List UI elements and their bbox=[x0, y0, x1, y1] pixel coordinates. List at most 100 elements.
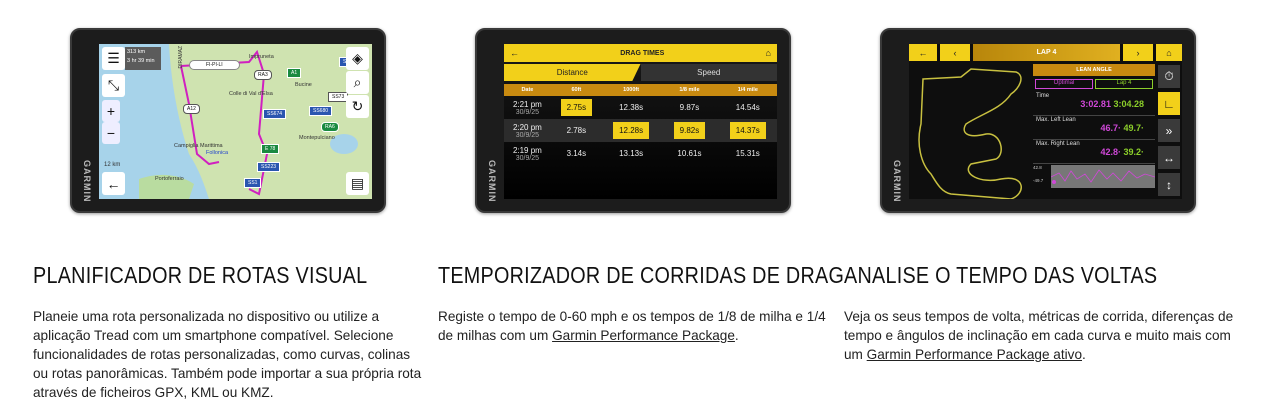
save-button[interactable]: ▤ bbox=[346, 172, 369, 195]
stopwatch-icon[interactable]: ⏱ bbox=[1158, 65, 1180, 88]
compare-selectors: Optimal Lap 4 bbox=[1035, 79, 1153, 89]
lean-graph: 42.8 -49.7 bbox=[1033, 165, 1155, 188]
column-header[interactable]: 1/4 mile bbox=[737, 87, 758, 93]
road-shield: SS680 bbox=[309, 106, 333, 116]
column-header[interactable]: 1000ft bbox=[623, 87, 640, 93]
feature-title: ANALISE O TEMPO DAS VOLTAS bbox=[844, 262, 1158, 288]
speed-chevrons-icon[interactable]: » bbox=[1158, 119, 1180, 142]
lap-timer-device: GARMIN ← ‹ LAP 4 › ⌂ LEAN ANGLE Optimal … bbox=[880, 28, 1196, 213]
title-bar: ← DRAG TIMES ⌂ bbox=[504, 44, 777, 62]
place-label: Colle di Val d'Elsa bbox=[229, 91, 273, 97]
route-duration: 3 hr 39 min bbox=[127, 58, 155, 64]
metric-row: Time 3:02.81 3:04.28 bbox=[1033, 92, 1155, 116]
feature-description: Planeie uma rota personalizada no dispos… bbox=[33, 309, 422, 400]
column-header[interactable]: 1/8 mile bbox=[679, 87, 700, 93]
description-text: . bbox=[734, 328, 739, 343]
lap-nav-bar: ← ‹ LAP 4 › ⌂ bbox=[909, 44, 1182, 61]
time-cell: 15.31s bbox=[735, 149, 760, 158]
garmin-logo: GARMIN bbox=[892, 160, 902, 203]
metric-value-a: 42.8· bbox=[1100, 147, 1121, 157]
feature-route-planner: PLANIFICADOR DE ROTAS VISUAL Planeie uma… bbox=[33, 262, 428, 402]
metric-label: Time bbox=[1036, 93, 1050, 99]
graph-max: 42.8 bbox=[1033, 165, 1042, 170]
metric-value-b: 49.7· bbox=[1123, 123, 1144, 133]
lean-angle-panel: LEAN ANGLE Optimal Lap 4 Time 3:02.81 3:0… bbox=[1033, 64, 1155, 198]
road-shield: SS223 bbox=[257, 162, 281, 172]
layers-button[interactable]: ◈ bbox=[346, 47, 369, 70]
road-shield: SS1 bbox=[244, 178, 262, 188]
metric-row: Max. Right Lean 42.8· 39.2· bbox=[1033, 140, 1155, 164]
compare-b-select[interactable]: Lap 4 bbox=[1095, 79, 1153, 89]
track-map bbox=[918, 68, 1022, 199]
route-summary: 313 km 3 hr 39 min bbox=[125, 47, 161, 70]
road-shield: RA6 bbox=[321, 122, 339, 132]
route-planner-device: GARMIN DIRAMAZ SS73 SS ☰ 313 km3 hr 39 m… bbox=[70, 28, 386, 213]
place-label: Follonica bbox=[206, 150, 229, 156]
feature-lap-timer: ANALISE O TEMPO DAS VOLTAS Veja os seus … bbox=[844, 262, 1239, 364]
back-button[interactable]: ← bbox=[102, 172, 125, 195]
horizontal-arrows-icon[interactable]: ↔ bbox=[1158, 146, 1180, 169]
road-shield: SS674 bbox=[263, 109, 287, 119]
screen-title: DRAG TIMES bbox=[620, 49, 665, 57]
road-shield: FI-PI-LI bbox=[189, 60, 240, 70]
drag-screen: ← DRAG TIMES ⌂ Distance Speed Date 60ft … bbox=[504, 44, 777, 199]
table-row[interactable]: 2:21 pm 30/9/25 2.75s 12.38s 9.87s 14.54s bbox=[504, 96, 777, 119]
feature-title: TEMPORIZADOR DE CORRIDAS DE DRAG bbox=[438, 262, 845, 288]
column-header[interactable]: 60ft bbox=[571, 87, 582, 93]
map-screen[interactable]: DIRAMAZ SS73 SS ☰ 313 km3 hr 39 min ⤡ + … bbox=[99, 44, 372, 199]
map-scale: 12 km bbox=[104, 162, 121, 168]
table-row[interactable]: 2:19 pm 30/9/25 3.14s 13.13s 10.61s 15.31s bbox=[504, 142, 777, 165]
next-lap-button[interactable]: › bbox=[1123, 44, 1153, 61]
garmin-logo: GARMIN bbox=[82, 160, 92, 203]
time-cell: 12.38s bbox=[619, 103, 644, 112]
metric-value-b: 3:04.28 bbox=[1113, 99, 1144, 109]
zoom-out-button[interactable]: − bbox=[102, 122, 120, 144]
zoom-in-button[interactable]: + bbox=[102, 100, 120, 122]
metric-value-a: 46.7· bbox=[1100, 123, 1121, 133]
metric-row: Max. Left Lean 46.7· 49.7· bbox=[1033, 116, 1155, 140]
vertical-arrows-icon[interactable]: ↕ bbox=[1158, 173, 1180, 196]
tab-speed[interactable]: Speed bbox=[640, 64, 777, 81]
road-shield: A12 bbox=[183, 104, 200, 114]
table-row[interactable]: 2:20 pm 30/9/25 2.78s 12.28s 9.82s 14.37s bbox=[504, 119, 777, 142]
road-shield: A1 bbox=[287, 68, 302, 78]
row-time: 2:20 pm bbox=[512, 122, 542, 132]
tab-distance[interactable]: Distance bbox=[504, 64, 641, 81]
row-time: 2:19 pm bbox=[512, 145, 542, 155]
route-distance: 313 km bbox=[127, 49, 146, 55]
place-label: Impruneta bbox=[249, 54, 274, 60]
time-cell: 14.54s bbox=[735, 103, 760, 112]
place-label: Bucine bbox=[295, 82, 312, 88]
place-label: Campiglia Marittima bbox=[174, 143, 223, 149]
panel-title: LEAN ANGLE bbox=[1033, 64, 1155, 76]
place-label: Montepulciano bbox=[299, 135, 335, 141]
performance-package-link[interactable]: Garmin Performance Package bbox=[552, 328, 735, 343]
place-label: Portoferraio bbox=[155, 176, 184, 182]
home-icon[interactable]: ⌂ bbox=[1156, 44, 1182, 61]
fit-route-button[interactable]: ⤡ bbox=[102, 74, 125, 97]
previous-lap-button[interactable]: ‹ bbox=[940, 44, 970, 61]
compare-a-select[interactable]: Optimal bbox=[1035, 79, 1093, 89]
graph-min: -49.7 bbox=[1033, 178, 1044, 183]
route-list-button[interactable]: ☰ bbox=[102, 47, 125, 70]
time-cell: 9.87s bbox=[679, 103, 700, 112]
performance-package-link[interactable]: Garmin Performance Package ativo bbox=[866, 347, 1083, 362]
search-button[interactable]: ⌕ bbox=[346, 71, 369, 94]
time-cell: 2.75s bbox=[560, 99, 593, 116]
road-label: DIRAMAZ bbox=[178, 46, 184, 69]
back-arrow-icon[interactable]: ← bbox=[510, 48, 519, 58]
metric-value-a: 3:02.81 bbox=[1080, 99, 1111, 109]
recalculate-button[interactable]: ↻ bbox=[346, 95, 369, 118]
road-shield: E 78 bbox=[261, 144, 280, 154]
feature-title: PLANIFICADOR DE ROTAS VISUAL bbox=[33, 262, 368, 288]
lap-title: LAP 4 bbox=[973, 44, 1120, 61]
home-icon[interactable]: ⌂ bbox=[765, 48, 771, 58]
column-header[interactable]: Date bbox=[521, 87, 534, 93]
back-arrow-icon[interactable]: ← bbox=[909, 44, 937, 61]
feature-description: Registe o tempo de 0-60 mph e os tempos … bbox=[438, 307, 833, 345]
lean-angle-icon[interactable]: ∟ bbox=[1158, 92, 1180, 115]
description-text: . bbox=[1082, 347, 1086, 362]
time-cell: 10.61s bbox=[677, 149, 702, 158]
row-date: 30/9/25 bbox=[515, 131, 540, 139]
time-cell: 3.14s bbox=[566, 149, 587, 158]
